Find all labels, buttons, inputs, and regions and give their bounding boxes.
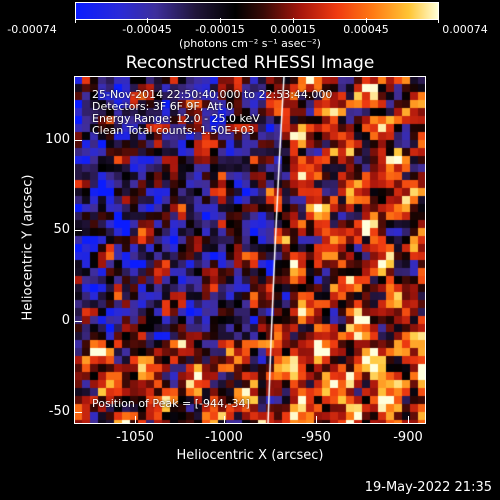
y-tick-label: 50 <box>53 222 70 237</box>
y-tick-label: -50 <box>48 404 70 419</box>
clean-counts-text: Clean Total counts: 1.50E+03 <box>92 124 255 137</box>
timestamp-footer: 19-May-2022 21:35 <box>364 480 492 495</box>
x-tick-label: -1050 <box>116 430 154 445</box>
colorbar-tick-label: -0.00045 <box>122 23 172 36</box>
x-tick-label: -900 <box>393 430 423 445</box>
colorbar-tick-mark <box>220 18 221 23</box>
y-tick-mark <box>74 230 82 231</box>
detectors-text: Detectors: 3F 6F 9F, Att 0 <box>92 100 234 113</box>
x-tick-mark <box>135 416 136 424</box>
y-tick-label: 100 <box>45 132 70 147</box>
colorbar-units: (photons cm⁻² s⁻¹ asec⁻²) <box>179 37 321 50</box>
colorbar-tick-mark <box>147 18 148 23</box>
x-tick-mark <box>316 416 317 424</box>
x-tick-label: -1000 <box>205 430 243 445</box>
y-axis-label: Heliocentric Y (arcsec) <box>20 174 36 321</box>
x-axis-label: Heliocentric X (arcsec) <box>176 448 324 463</box>
colorbar-tick-label: -0.00074 <box>7 23 57 36</box>
peak-position-text: Position of Peak = [-944,-34] <box>92 397 250 410</box>
x-tick-mark <box>224 416 225 424</box>
time-range-text: 25-Nov-2014 22:50:40.000 to 22:53:44.000 <box>92 88 333 101</box>
y-tick-mark <box>74 412 82 413</box>
x-tick-label: -950 <box>301 430 331 445</box>
colorbar-tick-label: 0.00015 <box>270 23 316 36</box>
colorbar <box>75 2 439 20</box>
y-tick-label: 0 <box>61 313 70 328</box>
colorbar-tick-mark <box>293 18 294 23</box>
y-tick-mark <box>74 140 82 141</box>
image-title: Reconstructed RHESSI Image <box>125 53 375 73</box>
colorbar-tick-mark <box>438 18 439 23</box>
energy-range-text: Energy Range: 12.0 - 25.0 keV <box>92 112 260 125</box>
colorbar-tick-label: 0.00045 <box>343 23 389 36</box>
colorbar-tick-mark <box>75 18 76 23</box>
colorbar-tick-label: -0.00015 <box>195 23 245 36</box>
colorbar-tick-label: 0.00074 <box>442 23 488 36</box>
rhessi-image <box>74 76 426 424</box>
y-tick-mark <box>74 321 82 322</box>
x-tick-mark <box>408 416 409 424</box>
colorbar-tick-mark <box>366 18 367 23</box>
